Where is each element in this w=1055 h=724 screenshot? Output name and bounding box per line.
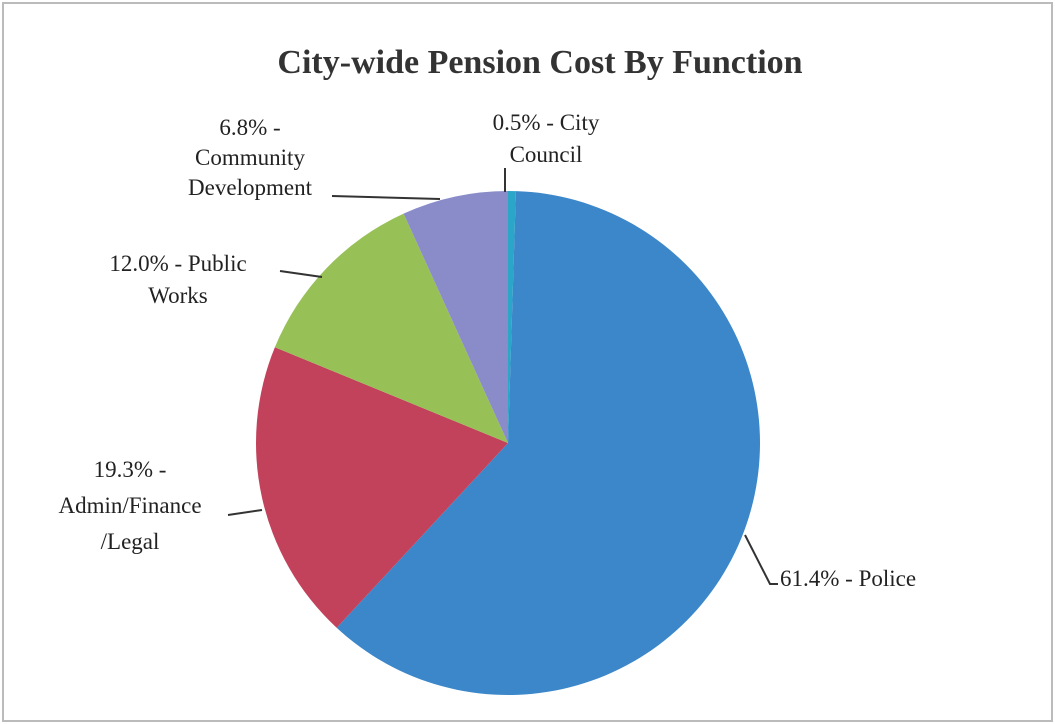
- data-label: 12.0% - Public: [109, 251, 246, 276]
- data-label: 19.3% -: [94, 457, 167, 482]
- data-label: Works: [148, 283, 208, 308]
- data-label: 61.4% - Police: [780, 566, 916, 591]
- pie-slice: [274, 213, 508, 443]
- pie-slice: [255, 347, 508, 628]
- data-label: Admin/Finance: [58, 493, 201, 518]
- data-label: /Legal: [101, 529, 160, 554]
- data-label: 6.8% -: [219, 115, 280, 140]
- data-label: Council: [510, 142, 583, 167]
- data-label: 0.5% - City: [493, 110, 600, 135]
- leader-line: [331, 195, 441, 200]
- pie-slice: [508, 191, 516, 443]
- leader-line: [227, 509, 263, 516]
- pie-slice: [403, 191, 508, 443]
- pie-slice: [336, 191, 760, 696]
- leader-line: [279, 270, 323, 278]
- data-label: Community: [195, 145, 305, 170]
- leader-line: [744, 534, 778, 585]
- data-label: Development: [188, 175, 313, 200]
- chart-title: City-wide Pension Cost By Function: [277, 44, 802, 81]
